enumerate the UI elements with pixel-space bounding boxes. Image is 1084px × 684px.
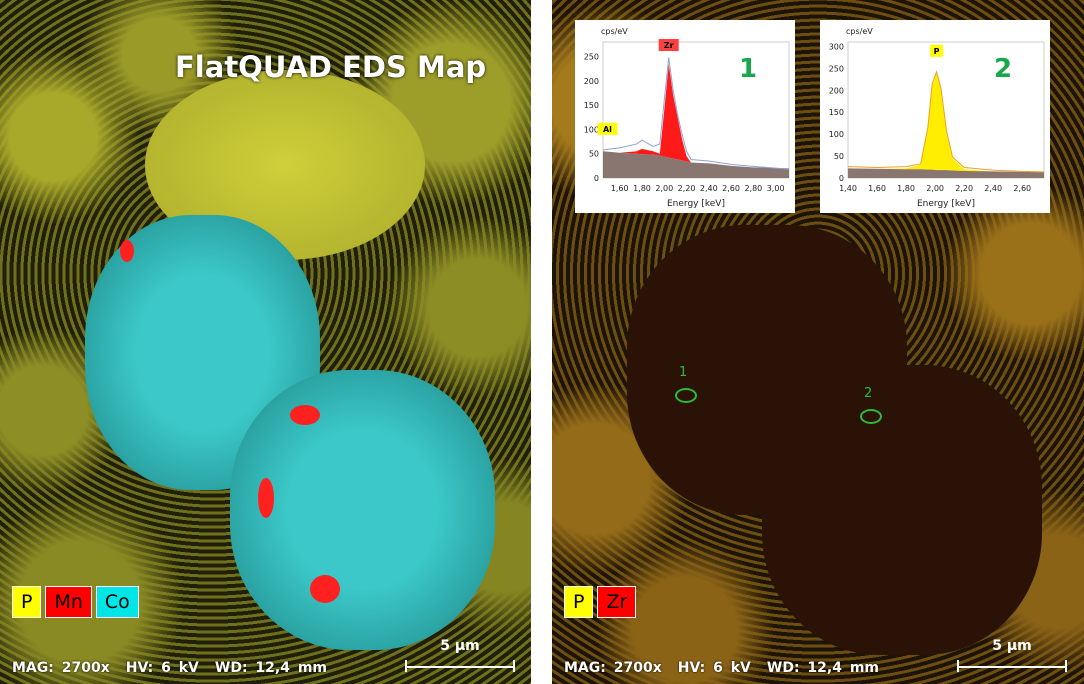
scale-label: 5 µm: [440, 638, 480, 654]
scale-bar: 5 µm: [957, 638, 1067, 672]
y-tick-label: 150: [584, 101, 599, 110]
peak-label-box: [658, 39, 679, 51]
mag-text: MAG: 2700x: [564, 660, 662, 676]
x-tick-label: 1,60: [611, 184, 629, 193]
x-tick-label: 1,80: [897, 184, 915, 193]
hv-text: HV: 6 kV: [125, 660, 199, 676]
mn-spot: [310, 575, 340, 603]
x-tick-label: 2,80: [744, 184, 762, 193]
y-tick-label: 200: [829, 86, 844, 95]
y-tick-label: 150: [829, 108, 844, 117]
y-tick-label: 250: [584, 53, 599, 62]
x-tick-label: 1,80: [633, 184, 651, 193]
y-tick-label: 100: [829, 130, 844, 139]
x-tick-label: 3,00: [767, 184, 785, 193]
spectrum-number: 2: [994, 54, 1012, 84]
x-tick-label: 2,60: [722, 184, 740, 193]
y-tick-label: 0: [839, 174, 844, 183]
y-tick-label: 250: [829, 64, 844, 73]
y-tick-label: 50: [834, 152, 844, 161]
spectrum-number: 1: [739, 54, 757, 84]
y-tick-label: 100: [584, 125, 599, 134]
legend-p: P: [12, 586, 42, 618]
y-axis-label: cps/eV: [846, 27, 873, 36]
measured-spectrum-line: [602, 57, 790, 170]
x-tick-label: 2,00: [926, 184, 944, 193]
scale-bar: 5 µm: [405, 638, 515, 672]
wd-text: WD: 12,4 mm: [766, 660, 880, 676]
x-axis-label: Energy [keV]: [667, 199, 725, 209]
wd-text: WD: 12,4 mm: [214, 660, 328, 676]
eds-map-right: 1 2 P Zr MAG: 2700x HV: 6 kV WD: 12,4 mm 5…: [552, 0, 1084, 684]
mag-text: MAG: 2700x: [12, 660, 110, 676]
x-tick-label: 2,20: [955, 184, 973, 193]
legend-zr: Zr: [597, 586, 637, 618]
acquisition-info: MAG: 2700x HV: 6 kV WD: 12,4 mm: [12, 660, 343, 676]
x-tick-label: 1,60: [868, 184, 886, 193]
x-tick-label: 1,40: [839, 184, 857, 193]
measured-spectrum-line: [847, 70, 1045, 173]
marker-ellipse-2: [860, 409, 882, 424]
peak-label-al: Al: [603, 125, 612, 134]
x-tick-label: 2,20: [678, 184, 696, 193]
acquisition-info: MAG: 2700x HV: 6 kV WD: 12,4 mm: [564, 660, 895, 676]
element-legend: P Zr: [564, 586, 637, 618]
x-tick-label: 2,40: [984, 184, 1002, 193]
legend-p: P: [564, 586, 594, 618]
x-tick-label: 2,40: [700, 184, 718, 193]
spectrum-chart-1: cps/eV Energy [keV] 0 50 100 150 200 250 1,60 1,8…: [575, 20, 795, 213]
x-tick-label: 2,60: [1013, 184, 1031, 193]
spectrum-chart-2: cps/eV Energy [keV] 0 50 100 150 200 250 300 1,40…: [820, 20, 1050, 213]
element-peak-area: [848, 72, 1044, 173]
legend-co: Co: [95, 586, 139, 618]
marker-ellipse-1: [675, 388, 697, 403]
co-particle-lower: [230, 370, 495, 650]
peak-label-zr: Zr: [664, 41, 674, 50]
scale-label: 5 µm: [992, 638, 1032, 654]
hv-text: HV: 6 kV: [677, 660, 751, 676]
peak-label-p: P: [934, 47, 940, 56]
peak-label-box: [930, 44, 944, 57]
element-legend: P Mn Co: [12, 586, 139, 618]
marker-label-1: 1: [679, 365, 688, 380]
background-area: [848, 168, 1044, 178]
mn-spot: [290, 405, 320, 425]
peak-label-box: [597, 122, 618, 135]
mn-spot: [120, 240, 134, 262]
dark-particle-lower: [762, 365, 1042, 655]
eds-map-left: FlatQUAD EDS Map P Mn Co MAG: 2700x HV: 6…: [0, 0, 531, 684]
y-tick-label: 0: [594, 174, 599, 183]
y-tick-label: 200: [584, 77, 599, 86]
y-tick-label: 50: [589, 150, 599, 159]
x-axis-label: Energy [keV]: [917, 199, 975, 209]
y-tick-label: 300: [829, 42, 844, 51]
x-tick-label: 2,00: [655, 184, 673, 193]
map-title: FlatQUAD EDS Map: [175, 50, 487, 84]
background-area: [603, 151, 789, 178]
marker-label-2: 2: [864, 386, 873, 401]
legend-mn: Mn: [45, 586, 92, 618]
y-axis-label: cps/eV: [601, 27, 628, 36]
mn-spot: [258, 478, 274, 518]
